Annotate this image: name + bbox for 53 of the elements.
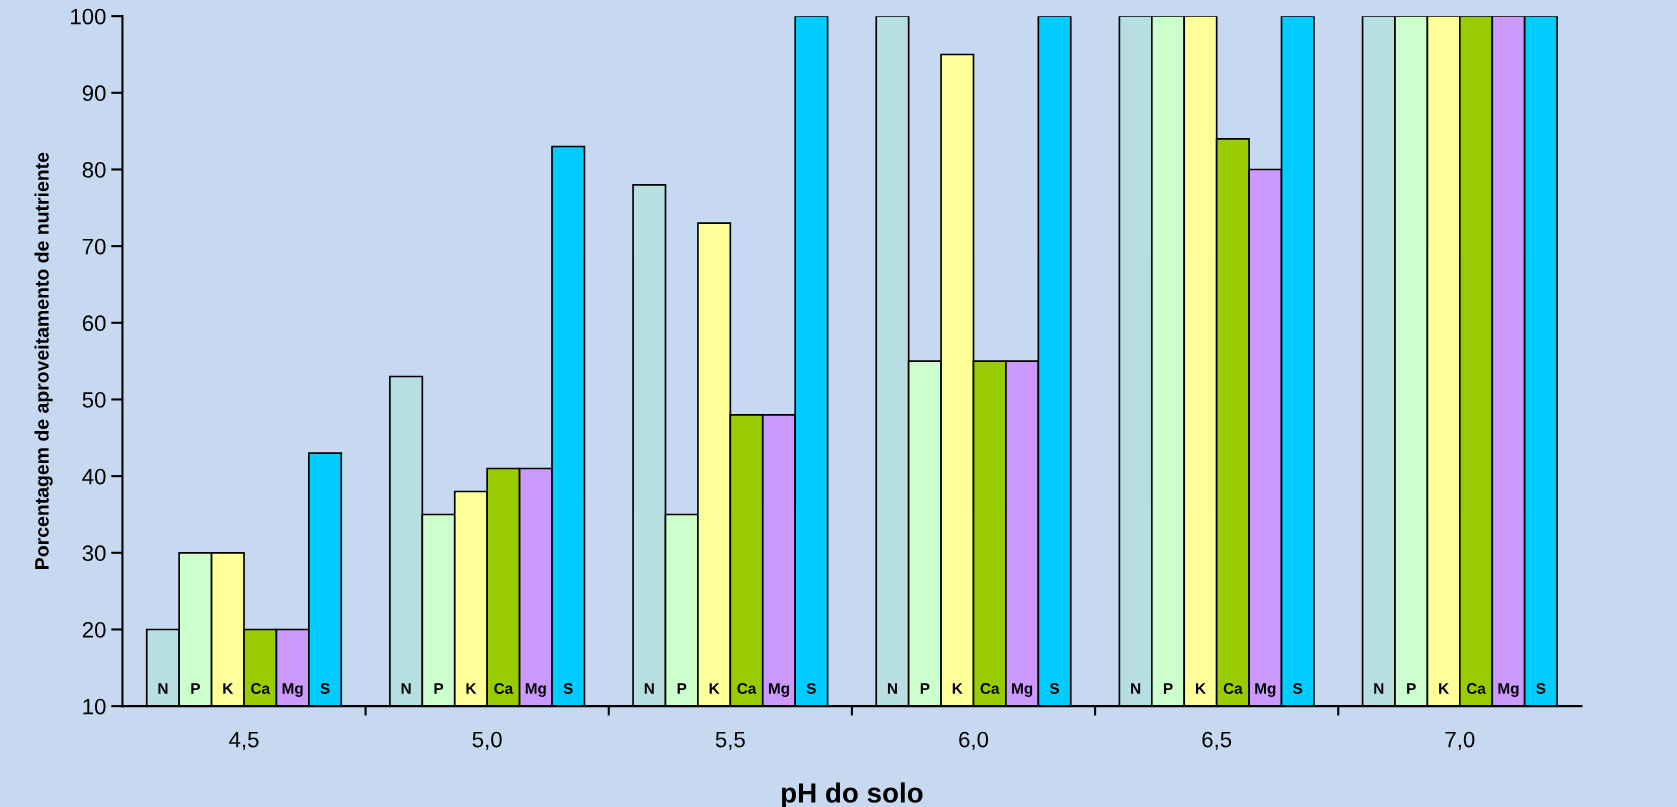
text: Ca (1223, 683, 1243, 694)
text: S (1293, 683, 1303, 694)
y-tick-label: 80 (82, 162, 106, 178)
y-axis-title: Porcentagem de aproveitamento de nutriente (34, 152, 53, 569)
text: N (401, 683, 411, 694)
text: P (920, 683, 930, 694)
text: N (158, 683, 168, 694)
x-tick-label: 7,0 (1445, 731, 1475, 751)
y-tick-label: 30 (82, 545, 106, 562)
text: Mg (525, 683, 546, 697)
text: Mg (282, 683, 303, 697)
text: Ca (1466, 683, 1486, 694)
text: P (677, 683, 687, 694)
text: K (466, 683, 477, 694)
text: N (887, 683, 897, 694)
y-tick-label: 60 (82, 315, 106, 332)
x-tick-label: 5,5 (715, 731, 745, 751)
y-tick-label: 100 (71, 8, 106, 25)
series-label: Ca (980, 683, 1000, 694)
text: P (1163, 683, 1173, 694)
text: S (806, 683, 816, 694)
text: Ca (251, 683, 271, 694)
y-tick-label: 20 (82, 621, 106, 638)
text: N (1374, 683, 1384, 694)
text: Mg (1498, 683, 1519, 697)
text: K (1439, 683, 1449, 694)
x-tick-label: 4,5 (229, 731, 259, 751)
text: Ca (494, 683, 514, 694)
text: S (1536, 683, 1546, 694)
text: K (709, 683, 720, 694)
y-tick-label: 50 (82, 392, 106, 408)
y-tick-label: 70 (82, 238, 106, 255)
series-label: P (434, 683, 444, 694)
y-tick-label: 10 (83, 698, 106, 715)
x-tick-label: 5,0 (472, 731, 502, 751)
text: S (1049, 683, 1060, 694)
text: K (952, 683, 963, 694)
series-label: S (320, 683, 330, 694)
text: P (1407, 683, 1416, 694)
text: S (563, 683, 573, 694)
text: N (644, 683, 654, 694)
y-tick-label: 90 (82, 85, 106, 102)
x-tick-label: 6,0 (959, 731, 989, 751)
text: K (1195, 683, 1206, 694)
text: Mg (768, 683, 789, 697)
series-label: N (1131, 683, 1141, 694)
series-label: K (223, 683, 234, 694)
series-label: Mg (1012, 683, 1033, 697)
text: Mg (1255, 683, 1276, 697)
text: Ca (737, 683, 757, 694)
y-tick-label: 40 (82, 468, 106, 485)
text: P (191, 683, 200, 694)
x-tick-label: 6,5 (1202, 731, 1232, 751)
